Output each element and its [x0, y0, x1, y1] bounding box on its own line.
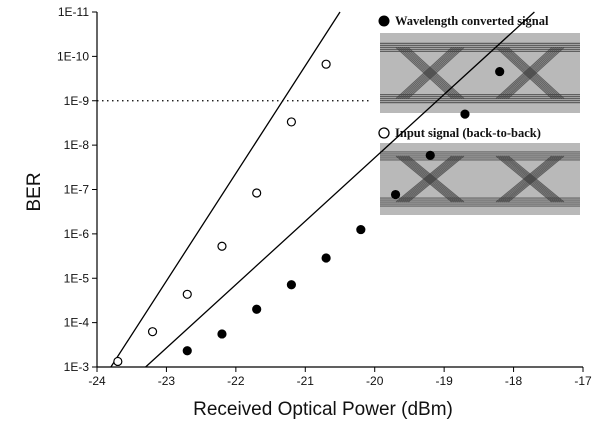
data-point-converted — [286, 280, 296, 290]
legend-marker-filled — [378, 15, 390, 27]
data-point-input — [321, 59, 331, 69]
eye-diagram-input — [380, 143, 580, 215]
x-tick-label: -20 — [366, 374, 384, 388]
data-point-converted — [390, 189, 401, 200]
data-point-input — [217, 241, 227, 251]
y-axis-title: BER — [24, 172, 45, 211]
y-tick-label: 1E-10 — [57, 49, 89, 63]
y-tick-label: 1E-7 — [64, 183, 90, 197]
x-tick-label: -21 — [297, 374, 315, 388]
legend-label-converted: Wavelength converted signal — [395, 14, 549, 28]
y-tick-label: 1E-11 — [58, 5, 89, 19]
eye-diagram-converted-traces — [380, 42, 580, 104]
data-point-converted — [252, 304, 262, 314]
x-tick-label: -23 — [158, 374, 176, 388]
eye-diagram-input-traces — [380, 151, 580, 207]
data-point-input — [252, 188, 262, 198]
inset-legend: Wavelength converted signal Input signal… — [372, 8, 587, 221]
x-tick-label: -19 — [435, 374, 453, 388]
y-tick-label: 1E-4 — [64, 316, 90, 330]
data-point-converted — [460, 109, 470, 119]
data-point-converted — [425, 150, 435, 160]
y-axis-ticks: 1E-3 1E-4 1E-5 1E-6 1E-7 1E-8 1E-9 1E-10 1E-11 — [57, 5, 97, 374]
legend-marker-open — [378, 127, 390, 139]
fit-lines — [110, 11, 535, 368]
fit-line-series-0 — [145, 11, 535, 368]
y-tick-label: 1E-5 — [64, 271, 90, 285]
x-tick-label: -24 — [88, 374, 106, 388]
data-point-input — [286, 117, 296, 127]
y-tick-label: 1E-8 — [64, 138, 90, 152]
data-markers — [113, 59, 505, 367]
data-point-converted — [495, 66, 505, 77]
data-point-converted — [217, 329, 227, 339]
data-point-input — [147, 327, 158, 337]
eye-diagram-converted — [380, 33, 580, 113]
x-tick-label: -22 — [227, 374, 245, 388]
y-tick-label: 1E-6 — [64, 227, 90, 241]
data-point-input — [182, 289, 192, 299]
data-point-converted — [356, 224, 366, 235]
x-axis-title: Received Optical Power (dBm) — [193, 399, 453, 420]
data-point-input — [113, 356, 123, 367]
data-point-converted — [321, 253, 331, 263]
x-tick-label: -17 — [574, 374, 592, 388]
y-tick-label: 1E-3 — [64, 360, 90, 374]
legend-label-input: Input signal (back-to-back) — [395, 126, 541, 140]
x-axis-ticks: -24 -23 -22 -21 -20 -19 -18 -17 — [88, 367, 592, 388]
fit-line-series-1 — [110, 11, 341, 368]
y-tick-label: 1E-9 — [64, 94, 90, 108]
data-point-converted — [182, 346, 192, 356]
x-tick-label: -18 — [505, 374, 523, 388]
